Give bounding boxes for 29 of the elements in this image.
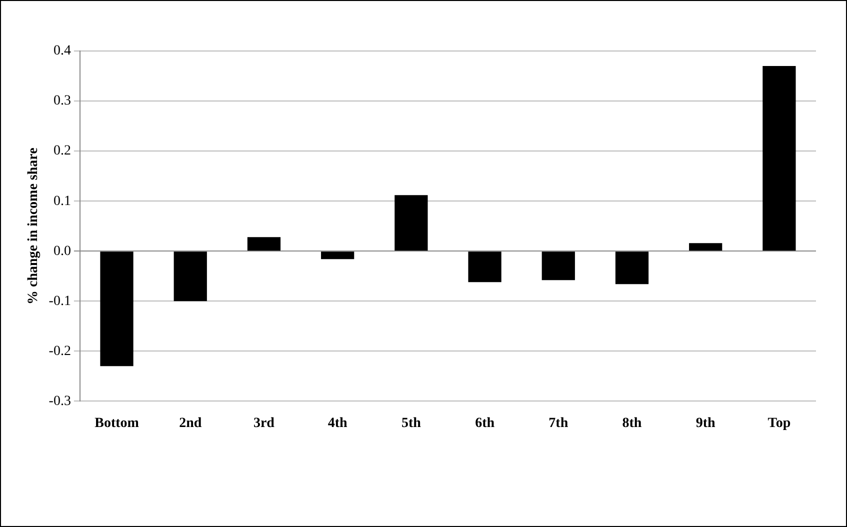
bar — [615, 252, 649, 284]
x-tick-label: 3rd — [253, 416, 275, 432]
bar — [100, 252, 134, 366]
bar — [542, 252, 575, 280]
bar — [321, 252, 354, 260]
y-tick-label: -0.1 — [48, 294, 71, 309]
x-tick-label: Top — [768, 416, 791, 432]
bar — [689, 243, 722, 251]
y-tick-label: 0.1 — [53, 194, 71, 209]
y-tick-label: 0.2 — [53, 144, 71, 159]
bar — [468, 252, 502, 282]
x-tick-label: 2nd — [179, 416, 202, 432]
y-tick-label: -0.2 — [48, 344, 71, 359]
y-tick-label: 0.0 — [53, 244, 71, 259]
x-tick-label: Bottom — [94, 416, 140, 432]
y-tick-label: 0.4 — [53, 44, 71, 59]
x-tick-label: 4th — [328, 416, 348, 432]
x-tick-label: 8th — [622, 416, 642, 432]
y-tick-label: 0.3 — [53, 94, 71, 109]
bar — [247, 237, 281, 251]
y-axis-title: % change in income share — [26, 148, 42, 305]
bar — [762, 66, 796, 251]
bar — [174, 252, 207, 302]
x-tick-label: 6th — [475, 416, 495, 432]
y-tick-label: -0.3 — [48, 394, 71, 409]
x-tick-label: 7th — [548, 416, 568, 432]
x-tick-label: 9th — [696, 416, 716, 432]
bar — [394, 195, 428, 251]
x-tick-label: 5th — [401, 416, 422, 432]
